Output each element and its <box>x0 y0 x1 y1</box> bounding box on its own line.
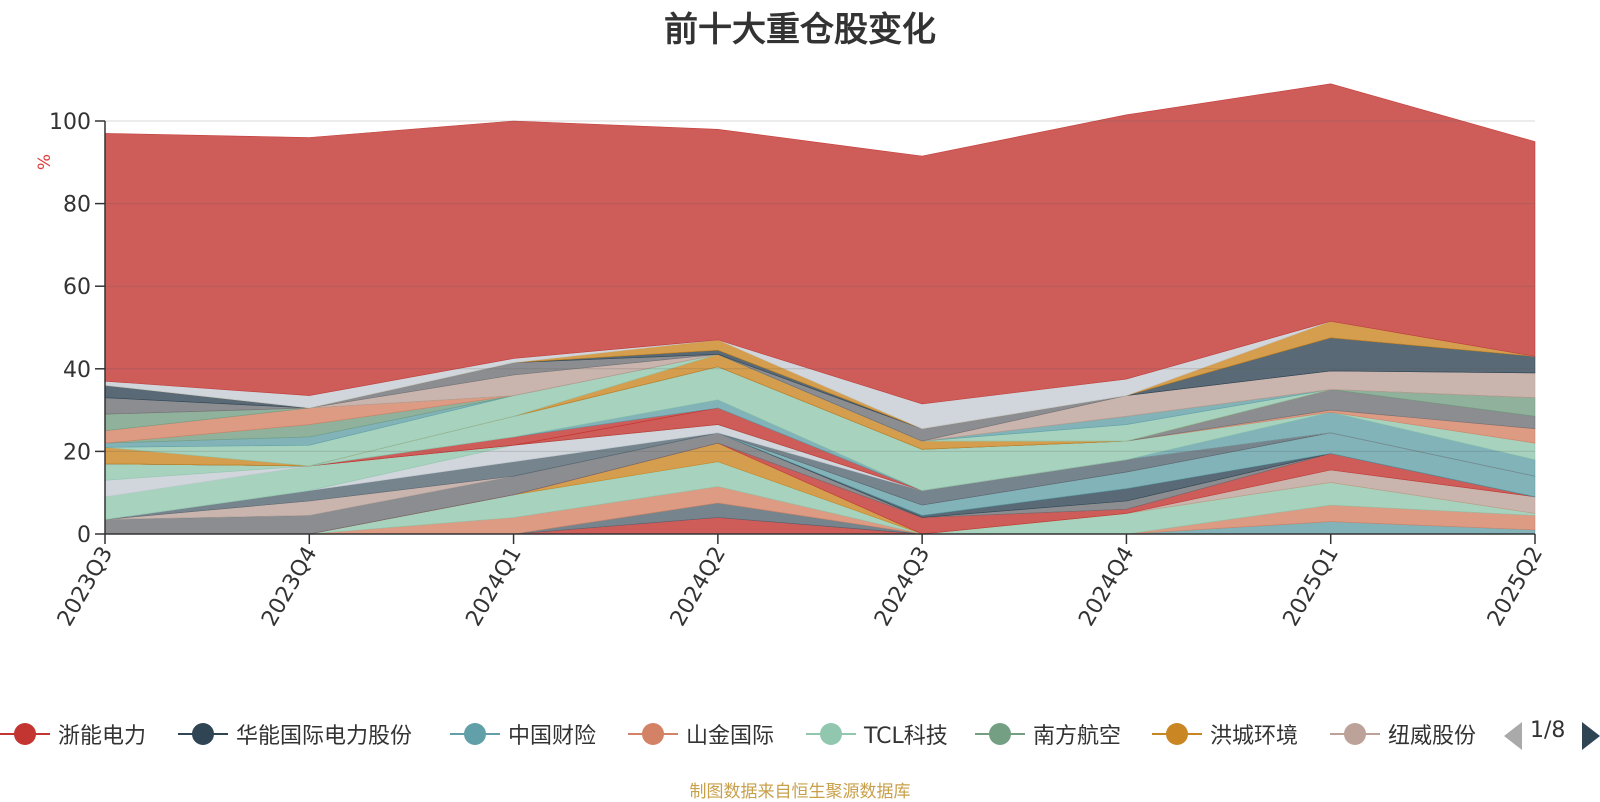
y-tick-label: 80 <box>63 193 91 218</box>
legend-label: TCL科技 <box>864 724 948 749</box>
x-tick-label: 2023Q4 <box>257 543 322 631</box>
legend-item[interactable]: 中国财险 <box>450 716 596 752</box>
legend-label: 中国财险 <box>508 724 597 749</box>
legend: 浙能电力 华能国际电力股份 中国财险 山金国际 TCL科技 南方航空 洪城环境 纽威股份 1/… <box>0 716 1600 752</box>
x-tick-label: 2025Q2 <box>1483 543 1548 631</box>
legend-item[interactable]: 南方航空 <box>975 716 1121 752</box>
legend-label: 南方航空 <box>1033 724 1122 749</box>
x-tick-label: 2023Q3 <box>53 543 118 631</box>
source-note: 制图数据来自恒生聚源数据库 <box>689 782 911 802</box>
y-tick-label: 0 <box>77 523 91 548</box>
x-tick-label: 2024Q4 <box>1074 543 1139 631</box>
legend-marker-icon <box>1330 716 1380 752</box>
y-tick-label: 100 <box>49 110 91 135</box>
legend-label: 华能国际电力股份 <box>236 724 413 749</box>
legend-page-indicator: 1/8 <box>1530 718 1566 743</box>
y-tick-label: 20 <box>63 440 91 465</box>
chart-title: 前十大重仓股变化 <box>664 10 936 50</box>
legend-marker-icon <box>1152 716 1202 752</box>
y-tick-label: 40 <box>63 358 91 383</box>
area-layer <box>104 83 1536 535</box>
legend-label: 纽威股份 <box>1388 724 1477 749</box>
legend-item[interactable]: 纽威股份 <box>1330 716 1476 752</box>
legend-marker-icon <box>975 716 1025 752</box>
legend-item[interactable]: 浙能电力 <box>0 716 146 752</box>
x-tick-label: 2024Q1 <box>461 543 526 631</box>
legend-marker-icon <box>0 716 50 752</box>
legend-marker-icon <box>450 716 500 752</box>
x-tick-label: 2024Q3 <box>870 543 935 631</box>
legend-prev-page-icon[interactable] <box>1504 722 1522 750</box>
legend-marker-icon <box>628 716 678 752</box>
legend-next-page-icon[interactable] <box>1582 722 1600 750</box>
y-axis-unit: % <box>35 154 55 170</box>
legend-item[interactable]: 华能国际电力股份 <box>178 716 412 752</box>
legend-item[interactable]: 山金国际 <box>628 716 774 752</box>
legend-label: 浙能电力 <box>58 724 147 749</box>
legend-item[interactable]: 洪城环境 <box>1152 716 1298 752</box>
legend-label: 山金国际 <box>686 724 775 749</box>
x-tick-label: 2025Q1 <box>1279 543 1344 631</box>
area-series-35 <box>104 83 1536 405</box>
x-tick-label: 2024Q2 <box>666 543 731 631</box>
legend-marker-icon <box>178 716 228 752</box>
legend-item[interactable]: TCL科技 <box>806 716 948 752</box>
y-tick-label: 60 <box>63 275 91 300</box>
legend-label: 洪城环境 <box>1210 724 1299 749</box>
legend-marker-icon <box>806 716 856 752</box>
